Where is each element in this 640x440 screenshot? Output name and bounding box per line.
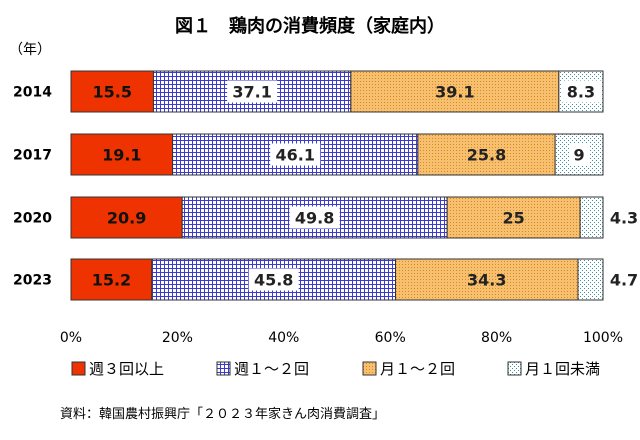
legend-label-series-1to2-weekly: 週１～２回 [234, 360, 309, 378]
year-label-2020: 2020 [13, 211, 52, 227]
data-label-bg-2014-series-under1-monthly [560, 80, 601, 103]
legend-swatch-series-under1-monthly [507, 361, 522, 376]
x-tick-label-2: 40% [268, 330, 299, 346]
data-label-2017-series-1to2-weekly: 46.1 [275, 146, 314, 165]
x-tick-label-4: 80% [481, 330, 512, 346]
data-label-2017-series-1to2-monthly: 25.8 [467, 146, 506, 165]
x-tick-label-3: 60% [375, 330, 406, 346]
data-label-2023-series-under1-monthly: 4.7 [610, 271, 638, 290]
data-label-2020-series-under1-monthly: 4.3 [610, 209, 638, 228]
data-label-bg-2020-series-1to2-weekly [289, 206, 340, 229]
legend: 週３回以上 週１～２回 月１～２回 月１回未満 [71, 360, 600, 378]
legend-swatch-series-1to2-weekly [216, 361, 231, 376]
x-tick-label-1: 20% [162, 330, 193, 346]
data-label-bg-2023-series-1to2-weekly [248, 268, 299, 291]
x-tick-label-5: 100% [583, 330, 623, 346]
bar-2020-series-3plus-weekly [70, 196, 183, 239]
x-tick-label-0: 0% [60, 330, 82, 346]
legend-swatch-series-3plus-weekly [71, 361, 86, 376]
bar-2017-series-1to2-monthly [417, 133, 556, 176]
data-label-bg-2017-series-under1-monthly [569, 143, 590, 166]
chart-title: 図１ 鶏肉の消費頻度（家庭内） [175, 15, 445, 37]
year-label-2014: 2014 [13, 85, 52, 101]
legend-label-series-under1-monthly: 月１回未満 [525, 360, 600, 378]
source-note: 資料：韓国農村振興庁「２０２３年家きん肉消費調査」 [60, 406, 385, 422]
data-label-2017-series-under1-monthly: 9 [573, 146, 584, 165]
data-label-2020-series-1to2-monthly: 25 [502, 209, 524, 228]
category-axis: 2014 2017 2020 2023 [13, 85, 52, 289]
bar-2014-series-3plus-weekly [70, 70, 154, 113]
legend-swatch-series-1to2-monthly [362, 361, 377, 376]
data-label-bg-2014-series-1to2-weekly [227, 80, 278, 103]
data-label-2014-series-under1-monthly: 8.3 [567, 83, 595, 102]
data-labels-layer: 15.5 37.1 39.1 8.3 19.1 46.1 25.8 9 20.9 49.8 25 4.… [92, 80, 638, 291]
bar-2017-series-3plus-weekly [70, 133, 174, 176]
legend-label-series-1to2-monthly: 月１～２回 [380, 360, 455, 378]
bar-2023-series-under1-monthly [577, 258, 604, 301]
data-label-2014-series-3plus-weekly: 15.5 [92, 83, 131, 102]
year-axis-label: （年） [9, 42, 51, 58]
value-axis: 0% 20% 40% 60% 80% 100% [60, 330, 623, 346]
bar-2017-series-under1-monthly [554, 133, 604, 176]
data-label-2017-series-3plus-weekly: 19.1 [102, 146, 141, 165]
bar-2023-series-1to2-monthly [395, 258, 579, 301]
bar-2020-series-under1-monthly [579, 196, 604, 239]
data-label-bg-2017-series-1to2-weekly [270, 143, 321, 166]
bar-2014-series-1to2-monthly [350, 70, 560, 113]
bar-2023-series-3plus-weekly [70, 258, 153, 301]
data-label-2020-series-1to2-weekly: 49.8 [295, 209, 334, 228]
data-label-2023-series-3plus-weekly: 15.2 [92, 271, 131, 290]
data-label-2023-series-1to2-weekly: 45.8 [254, 271, 293, 290]
year-label-2017: 2017 [13, 148, 52, 164]
data-label-2023-series-1to2-monthly: 34.3 [467, 271, 506, 290]
legend-label-series-3plus-weekly: 週３回以上 [89, 360, 164, 378]
bars-layer [70, 70, 604, 301]
data-label-2020-series-3plus-weekly: 20.9 [107, 209, 146, 228]
data-label-2014-series-1to2-monthly: 39.1 [435, 83, 474, 102]
year-label-2023: 2023 [13, 273, 52, 289]
data-label-2014-series-1to2-weekly: 37.1 [232, 83, 271, 102]
